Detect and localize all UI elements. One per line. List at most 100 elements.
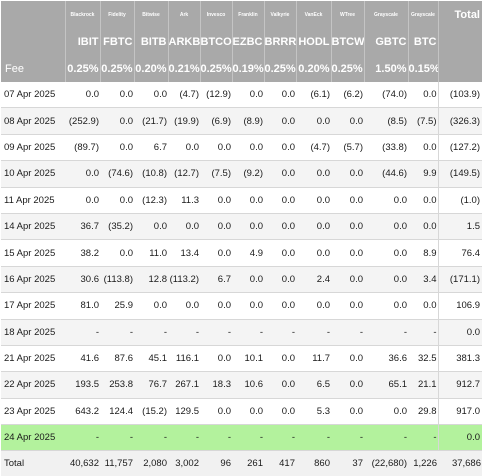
flow-cell: 25.9 bbox=[100, 292, 134, 320]
flow-cell: 0.0 bbox=[264, 134, 296, 162]
flow-cell: (9.2) bbox=[232, 160, 264, 188]
row-date: 23 Apr 2025 bbox=[1, 398, 65, 426]
flow-cell: (252.9) bbox=[65, 107, 100, 135]
flow-cell: - bbox=[264, 319, 296, 346]
ticker-header: FBTC bbox=[99, 28, 134, 55]
flow-cell: (44.6) bbox=[364, 160, 408, 188]
flow-cell: 0.0 bbox=[264, 345, 296, 373]
flow-cell: 38.2 bbox=[65, 239, 100, 267]
flow-cell: 0.0 bbox=[100, 187, 134, 214]
table-row: 21 Apr 2025 41.6 87.6 45.1 116.1 0.0 10.1 0.0 11… bbox=[1, 345, 482, 373]
flow-cell: - bbox=[331, 319, 364, 346]
flow-cell: - bbox=[232, 319, 264, 346]
flow-cell: 0.0 bbox=[264, 398, 296, 426]
flow-cell: 0.0 bbox=[264, 266, 296, 294]
fee-value: 0.25% bbox=[99, 55, 134, 82]
flow-cell: 0.0 bbox=[264, 213, 296, 241]
flow-cell: 12.8 bbox=[134, 266, 168, 294]
flow-cell: 0.0 bbox=[296, 239, 331, 267]
flow-cell: (7.5) bbox=[200, 160, 232, 188]
flow-cell: 2.4 bbox=[296, 266, 331, 294]
flow-cell: - bbox=[296, 319, 331, 346]
row-total: 381.3 bbox=[437, 345, 482, 373]
flow-cell: 267.1 bbox=[168, 371, 200, 399]
row-date: 08 Apr 2025 bbox=[1, 107, 65, 135]
ticker-total-cell bbox=[437, 28, 482, 55]
ticker-header-row: IBIT FBTC BITB ARKB BTCO EZBC BRRR HODL BTCW GBTC… bbox=[1, 28, 482, 55]
ticker-header: BTC bbox=[407, 28, 438, 55]
flow-cell: 0.0 bbox=[264, 107, 296, 135]
total-cell: 40,632 bbox=[65, 450, 100, 476]
flow-cell: 253.8 bbox=[100, 371, 134, 399]
row-total: 0.0 bbox=[437, 424, 482, 452]
flow-cell: 36.6 bbox=[364, 345, 408, 373]
row-date: 14 Apr 2025 bbox=[1, 213, 65, 241]
flow-cell: (12.9) bbox=[200, 82, 232, 109]
flow-cell: 0.0 bbox=[408, 82, 438, 109]
flow-cell: 0.0 bbox=[364, 187, 408, 214]
issuer-header: Bitwise bbox=[133, 1, 168, 28]
flow-cell: 6.5 bbox=[296, 371, 331, 399]
flow-cell: 0.0 bbox=[331, 239, 364, 267]
row-total: (171.1) bbox=[437, 266, 482, 294]
flow-cell: (5.7) bbox=[331, 134, 364, 162]
row-date: 10 Apr 2025 bbox=[1, 160, 65, 188]
fee-value: 0.25% bbox=[263, 55, 296, 82]
flow-cell: 643.2 bbox=[65, 398, 100, 426]
fee-value: 0.15% bbox=[407, 55, 438, 82]
issuer-header-row: Blackrock Fidelity Bitwise Ark Invesco Frankl… bbox=[1, 1, 482, 28]
flow-cell: 8.9 bbox=[408, 239, 438, 267]
table-row: 10 Apr 2025 0.0 (74.6) (10.8) (12.7) (7.5) (9.… bbox=[1, 160, 482, 188]
grand-total: 37,686 bbox=[438, 450, 482, 476]
total-cell: 2,080 bbox=[134, 450, 168, 476]
flow-cell: 0.0 bbox=[232, 213, 264, 241]
flow-cell: - bbox=[331, 424, 364, 452]
row-date: 18 Apr 2025 bbox=[1, 319, 65, 346]
flow-cell: 0.0 bbox=[168, 134, 200, 162]
flow-cell: 0.0 bbox=[264, 82, 296, 109]
fee-value: 0.20% bbox=[133, 55, 168, 82]
row-total: 0.0 bbox=[437, 319, 482, 346]
row-total: 76.4 bbox=[437, 239, 482, 267]
flow-cell: 0.0 bbox=[408, 187, 438, 214]
flow-cell: - bbox=[65, 319, 100, 346]
flow-cell: (74.0) bbox=[364, 82, 408, 109]
fee-value: 0.25% bbox=[199, 55, 232, 82]
total-cell: 11,757 bbox=[100, 450, 134, 476]
ticker-header: ARKB bbox=[167, 28, 200, 55]
flow-cell: 0.0 bbox=[296, 187, 331, 214]
flow-cell: 0.0 bbox=[100, 134, 134, 162]
flow-cell: 76.7 bbox=[134, 371, 168, 399]
flow-cell: 0.0 bbox=[408, 134, 438, 162]
flow-cell: 0.0 bbox=[134, 213, 168, 241]
fee-value: 0.25% bbox=[330, 55, 364, 82]
flow-cell: - bbox=[200, 319, 232, 346]
flow-cell: (74.6) bbox=[100, 160, 134, 188]
flow-cell: (6.1) bbox=[296, 82, 331, 109]
flow-cell: (8.5) bbox=[364, 107, 408, 135]
issuer-header: WTree bbox=[330, 1, 364, 28]
total-cell: 37 bbox=[331, 450, 364, 476]
header-corner-cell bbox=[1, 1, 65, 28]
flow-cell: 0.0 bbox=[232, 134, 264, 162]
flow-cell: 0.0 bbox=[331, 213, 364, 241]
ticker-header: BTCW bbox=[330, 28, 364, 55]
flow-cell: 0.0 bbox=[200, 345, 232, 373]
flow-cell: 45.1 bbox=[134, 345, 168, 373]
issuer-header: Grayscale bbox=[363, 1, 408, 28]
flow-cell: - bbox=[264, 424, 296, 452]
table-row: 23 Apr 2025 643.2 124.4 (15.2) 129.5 0.0 0.0 0.… bbox=[1, 398, 482, 426]
flow-cell: (10.8) bbox=[134, 160, 168, 188]
flow-cell: 0.0 bbox=[134, 292, 168, 320]
flow-cell: 0.0 bbox=[408, 292, 438, 320]
fee-label: Fee bbox=[1, 55, 65, 82]
flow-cell: 0.0 bbox=[168, 292, 200, 320]
flow-cell: 0.0 bbox=[331, 160, 364, 188]
flow-cell: 116.1 bbox=[168, 345, 200, 373]
flow-cell: (113.8) bbox=[100, 266, 134, 294]
flow-cell: 0.0 bbox=[364, 213, 408, 241]
flow-cell: (12.7) bbox=[168, 160, 200, 188]
flow-cell: 0.0 bbox=[364, 239, 408, 267]
flow-cell: - bbox=[364, 424, 408, 452]
